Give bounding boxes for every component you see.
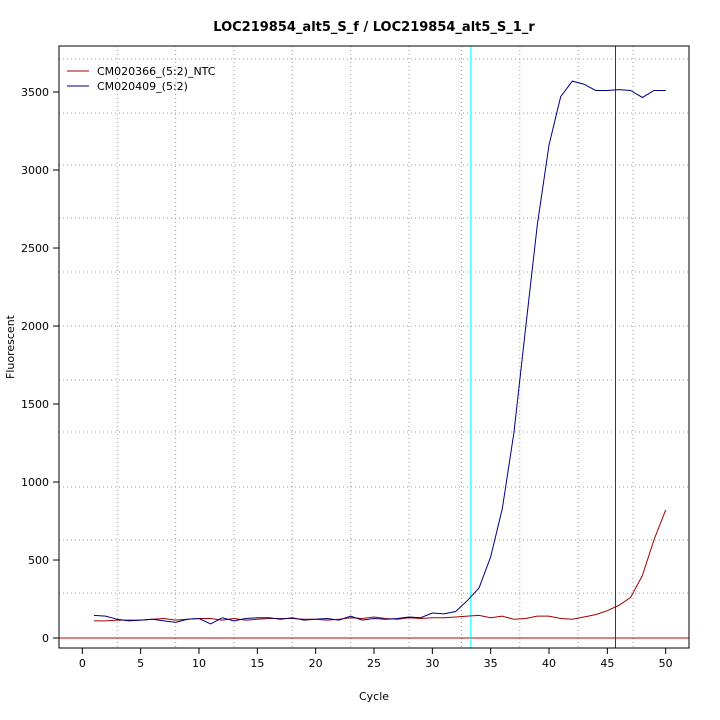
x-axis-label: Cycle [359,690,389,703]
legend-label: CM020409_(5:2) [97,80,188,93]
x-tick-label: 0 [79,657,86,670]
y-tick-label: 3500 [21,86,49,99]
y-tick-label: 1000 [21,476,49,489]
y-tick-label: 500 [28,554,49,567]
legend-label: CM020366_(5:2)_NTC [97,65,216,78]
x-tick-label: 40 [542,657,556,670]
x-tick-label: 45 [600,657,614,670]
y-tick-label: 0 [42,632,49,645]
y-tick-label: 2000 [21,320,49,333]
x-tick-label: 20 [309,657,323,670]
x-tick-label: 30 [425,657,439,670]
chart-title: LOC219854_alt5_S_f / LOC219854_alt5_S_1_… [213,20,535,35]
series-line [93,80,666,625]
plot-frame [58,45,690,649]
x-tick-label: 35 [484,657,498,670]
y-tick-label: 1500 [21,398,49,411]
x-tick-label: 25 [367,657,381,670]
y-tick-label: 2500 [21,242,49,255]
x-tick-label: 15 [250,657,264,670]
y-axis-label: Fluorescent [4,314,17,379]
x-tick-label: 10 [192,657,206,670]
x-tick-label: 5 [137,657,144,670]
x-tick-label: 50 [659,657,673,670]
series-line [94,509,667,622]
y-tick-label: 3000 [21,164,49,177]
